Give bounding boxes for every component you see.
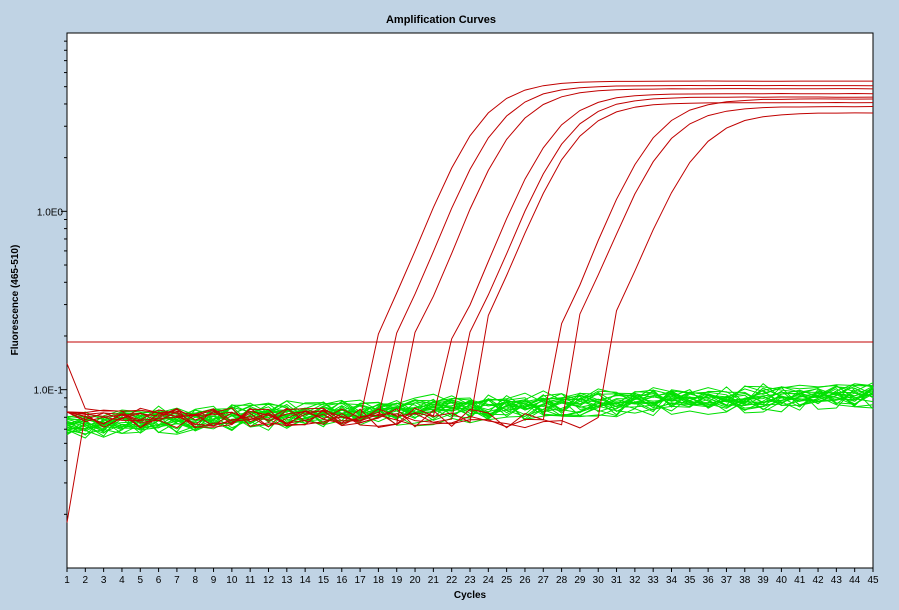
x-tick-label: 18 (373, 575, 385, 586)
x-tick-label: 31 (611, 575, 623, 586)
x-tick-label: 32 (629, 575, 641, 586)
x-tick-label: 36 (703, 575, 715, 586)
x-tick-label: 40 (776, 575, 788, 586)
x-tick-label: 7 (174, 575, 180, 586)
x-tick-label: 22 (446, 575, 458, 586)
x-tick-label: 6 (156, 575, 162, 586)
y-axis-label: Fluorescence (465-510) (10, 245, 21, 356)
x-tick-label: 29 (574, 575, 586, 586)
x-tick-label: 20 (409, 575, 421, 586)
x-tick-label: 35 (684, 575, 696, 586)
negative-curve (66, 386, 874, 436)
amplified-curve (66, 96, 874, 428)
amplified-curve (66, 88, 874, 429)
x-tick-label: 8 (192, 575, 198, 586)
negative-curves (66, 382, 874, 439)
x-axis-label: Cycles (454, 590, 487, 601)
x-tick-label: 19 (391, 575, 403, 586)
amplified-curve (66, 112, 874, 429)
x-tick-label: 25 (501, 575, 513, 586)
chart-title: Amplification Curves (386, 14, 496, 26)
y-axis-ticks: 1.0E0 1.0E-1 (34, 207, 67, 397)
x-tick-label: 13 (281, 575, 293, 586)
x-tick-label: 10 (226, 575, 238, 586)
x-tick-label: 1 (64, 575, 70, 586)
x-tick-label: 34 (666, 575, 678, 586)
x-tick-label: 16 (336, 575, 348, 586)
x-tick-label: 44 (849, 575, 861, 586)
plot-area (66, 32, 874, 569)
x-tick-label: 39 (758, 575, 770, 586)
x-tick-label: 3 (101, 575, 107, 586)
x-tick-label: 45 (867, 575, 879, 586)
y-tick-label: 1.0E0 (37, 207, 64, 218)
x-tick-label: 38 (739, 575, 751, 586)
x-tick-label: 43 (831, 575, 843, 586)
x-tick-label: 37 (721, 575, 733, 586)
x-tick-label: 9 (211, 575, 217, 586)
x-tick-label: 26 (519, 575, 531, 586)
x-tick-label: 42 (812, 575, 824, 586)
x-tick-label: 4 (119, 575, 125, 586)
negative-curve (66, 386, 874, 427)
x-tick-label: 23 (464, 575, 476, 586)
y-tick-label: 1.0E-1 (34, 386, 64, 397)
amplified-curve (66, 101, 874, 429)
x-tick-label: 2 (83, 575, 89, 586)
x-axis-ticks: 1 2 3 4 5 6 7 8 9 10 11 12 13 14 15 16 17 18 19 20 21 22 23 24 2… (64, 568, 879, 586)
amplified-curve (66, 84, 874, 523)
amplified-curve (66, 106, 874, 428)
x-tick-label: 28 (556, 575, 568, 586)
y-minor-ticks (64, 40, 67, 515)
x-tick-label: 17 (355, 575, 367, 586)
amplified-curve (66, 80, 873, 429)
x-tick-label: 11 (245, 575, 256, 586)
x-tick-label: 14 (300, 575, 312, 586)
x-tick-label: 30 (593, 575, 605, 586)
x-tick-label: 41 (794, 575, 806, 586)
amplified-curve (66, 92, 874, 429)
x-tick-label: 24 (483, 575, 495, 586)
amplified-curves (66, 80, 874, 523)
x-tick-label: 12 (263, 575, 275, 586)
x-tick-label: 15 (318, 575, 330, 586)
x-tick-label: 5 (137, 575, 143, 586)
x-tick-label: 21 (428, 575, 440, 586)
amplified-curve (66, 98, 874, 429)
x-tick-label: 33 (648, 575, 660, 586)
x-tick-label: 27 (538, 575, 550, 586)
